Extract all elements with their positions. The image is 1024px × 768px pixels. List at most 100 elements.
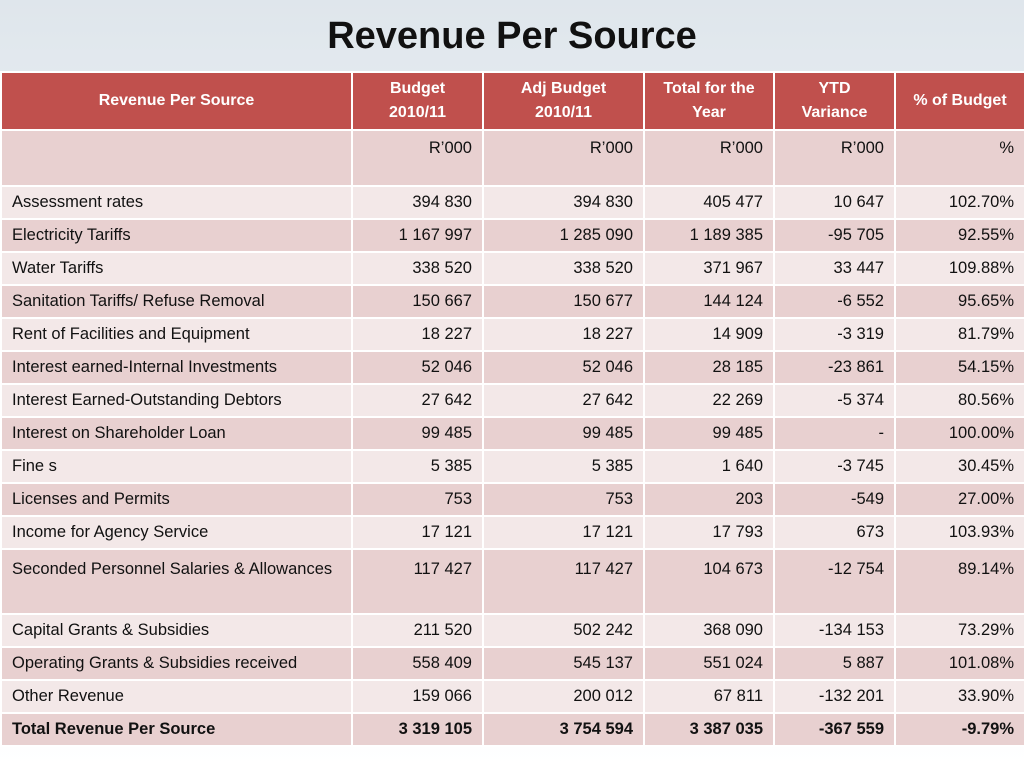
row-value: 673: [773, 515, 896, 550]
row-value: 30.45%: [894, 449, 1024, 484]
row-value: -132 201: [773, 679, 896, 714]
units-row: R’000 R’000 R’000 R’000 %: [0, 129, 1024, 187]
row-value: 150 677: [482, 284, 645, 319]
total-value: -367 559: [773, 712, 896, 747]
table-row: Assessment rates 394 830 394 830 405 477 10 …: [0, 185, 1024, 220]
row-value: 18 227: [482, 317, 645, 352]
row-label: Fine s: [0, 449, 353, 484]
row-value: 99 485: [351, 416, 484, 451]
row-label: Assessment rates: [0, 185, 353, 220]
header-ytd-variance: YTD Variance: [773, 71, 896, 131]
row-value: 558 409: [351, 646, 484, 681]
row-value: 117 427: [482, 548, 645, 615]
row-label: Operating Grants & Subsidies received: [0, 646, 353, 681]
revenue-table: Revenue Per Source Budget 2010/11 Adj Bu…: [0, 71, 1024, 747]
table-header-row: Revenue Per Source Budget 2010/11 Adj Bu…: [0, 71, 1024, 131]
row-value: 394 830: [482, 185, 645, 220]
total-value: 3 754 594: [482, 712, 645, 747]
table-row: Seconded Personnel Salaries & Allowances…: [0, 548, 1024, 615]
row-value: -134 153: [773, 613, 896, 648]
table-row: Operating Grants & Subsidies received 558…: [0, 646, 1024, 681]
row-value: 54.15%: [894, 350, 1024, 385]
table-row: Other Revenue 159 066 200 012 67 811 -132 20…: [0, 679, 1024, 714]
row-value: -12 754: [773, 548, 896, 615]
row-value: 27.00%: [894, 482, 1024, 517]
row-value: 33.90%: [894, 679, 1024, 714]
row-value: 99 485: [643, 416, 775, 451]
row-value: 17 121: [482, 515, 645, 550]
table-row: Licenses and Permits 753 753 203 -549 27.00%: [0, 482, 1024, 517]
row-label: Interest earned-Internal Investments: [0, 350, 353, 385]
row-value: 27 642: [351, 383, 484, 418]
row-value: 338 520: [351, 251, 484, 286]
header-revenue-source: Revenue Per Source: [0, 71, 353, 131]
row-label: Rent of Facilities and Equipment: [0, 317, 353, 352]
row-label: Capital Grants & Subsidies: [0, 613, 353, 648]
row-value: 368 090: [643, 613, 775, 648]
row-value: 150 667: [351, 284, 484, 319]
row-value: 92.55%: [894, 218, 1024, 253]
row-value: 52 046: [351, 350, 484, 385]
table-row: Income for Agency Service 17 121 17 121 17 …: [0, 515, 1024, 550]
row-value: 80.56%: [894, 383, 1024, 418]
row-value: 211 520: [351, 613, 484, 648]
row-value: 1 189 385: [643, 218, 775, 253]
units-cell: R’000: [643, 129, 775, 187]
table-row: Electricity Tariffs 1 167 997 1 285 090 1 1…: [0, 218, 1024, 253]
header-budget: Budget 2010/11: [351, 71, 484, 131]
total-value: 3 387 035: [643, 712, 775, 747]
row-value: 545 137: [482, 646, 645, 681]
row-value: 22 269: [643, 383, 775, 418]
table-row: Interest Earned-Outstanding Debtors 27 64…: [0, 383, 1024, 418]
units-cell: R’000: [773, 129, 896, 187]
row-label: Other Revenue: [0, 679, 353, 714]
table-row: Sanitation Tariffs/ Refuse Removal 150 66…: [0, 284, 1024, 319]
row-value: 502 242: [482, 613, 645, 648]
total-label: Total Revenue Per Source: [0, 712, 353, 747]
row-value: -3 745: [773, 449, 896, 484]
row-value: 103.93%: [894, 515, 1024, 550]
row-value: 144 124: [643, 284, 775, 319]
row-value: 551 024: [643, 646, 775, 681]
header-adj-budget: Adj Budget 2010/11: [482, 71, 645, 131]
row-value: -23 861: [773, 350, 896, 385]
row-value: 394 830: [351, 185, 484, 220]
row-value: 17 121: [351, 515, 484, 550]
table-row: Rent of Facilities and Equipment 18 227 18…: [0, 317, 1024, 352]
row-value: 159 066: [351, 679, 484, 714]
total-row: Total Revenue Per Source 3 319 105 3 754 5…: [0, 712, 1024, 747]
row-value: 14 909: [643, 317, 775, 352]
row-value: -6 552: [773, 284, 896, 319]
row-value: 1 640: [643, 449, 775, 484]
row-value: -3 319: [773, 317, 896, 352]
row-value: 117 427: [351, 548, 484, 615]
header-percent-budget: % of Budget: [894, 71, 1024, 131]
row-value: 100.00%: [894, 416, 1024, 451]
row-value: 81.79%: [894, 317, 1024, 352]
row-value: 52 046: [482, 350, 645, 385]
row-value: 5 385: [351, 449, 484, 484]
row-value: 102.70%: [894, 185, 1024, 220]
total-value: 3 319 105: [351, 712, 484, 747]
row-value: 10 647: [773, 185, 896, 220]
row-value: -95 705: [773, 218, 896, 253]
row-label: Seconded Personnel Salaries & Allowances: [0, 548, 353, 615]
page-title: Revenue Per Source: [327, 15, 697, 57]
row-value: 18 227: [351, 317, 484, 352]
row-value: 338 520: [482, 251, 645, 286]
row-value: 101.08%: [894, 646, 1024, 681]
row-label: Sanitation Tariffs/ Refuse Removal: [0, 284, 353, 319]
row-value: 99 485: [482, 416, 645, 451]
table-row: Water Tariffs 338 520 338 520 371 967 33 447…: [0, 251, 1024, 286]
header-total-year: Total for the Year: [643, 71, 775, 131]
units-cell: %: [894, 129, 1024, 187]
row-value: -549: [773, 482, 896, 517]
row-label: Interest on Shareholder Loan: [0, 416, 353, 451]
row-value: 67 811: [643, 679, 775, 714]
row-value: 5 887: [773, 646, 896, 681]
row-label: Electricity Tariffs: [0, 218, 353, 253]
row-value: 5 385: [482, 449, 645, 484]
total-value: -9.79%: [894, 712, 1024, 747]
row-label: Licenses and Permits: [0, 482, 353, 517]
row-value: 27 642: [482, 383, 645, 418]
